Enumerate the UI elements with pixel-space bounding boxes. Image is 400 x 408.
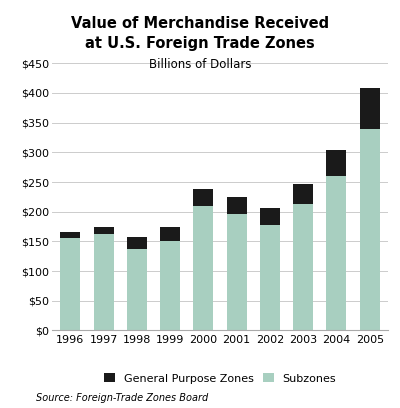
Bar: [60, 238, 80, 330]
Bar: [193, 189, 213, 206]
Bar: [360, 129, 380, 330]
Bar: [193, 206, 213, 330]
Bar: [94, 226, 114, 234]
Text: Source: Foreign-Trade Zones Board: Source: Foreign-Trade Zones Board: [36, 393, 208, 403]
Bar: [227, 214, 247, 330]
Bar: [127, 248, 147, 330]
Bar: [293, 184, 313, 204]
Bar: [326, 176, 346, 330]
Text: Value of Merchandise Received
at U.S. Foreign Trade Zones: Value of Merchandise Received at U.S. Fo…: [71, 16, 329, 51]
Bar: [94, 234, 114, 330]
Bar: [360, 88, 380, 129]
Bar: [260, 225, 280, 330]
Bar: [60, 233, 80, 238]
Bar: [326, 150, 346, 176]
Bar: [260, 208, 280, 225]
Bar: [227, 197, 247, 214]
Text: Billions of Dollars: Billions of Dollars: [149, 58, 251, 71]
Legend: General Purpose Zones, Subzones: General Purpose Zones, Subzones: [104, 373, 336, 384]
Bar: [293, 204, 313, 330]
Bar: [160, 242, 180, 330]
Bar: [160, 226, 180, 242]
Bar: [127, 237, 147, 248]
